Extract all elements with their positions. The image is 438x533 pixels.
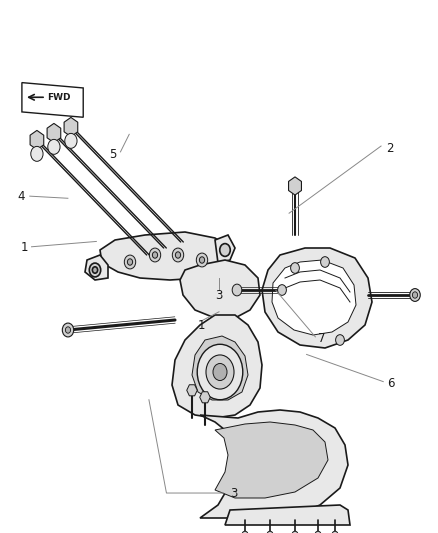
Polygon shape — [200, 392, 210, 403]
Polygon shape — [100, 232, 230, 280]
Polygon shape — [192, 336, 248, 400]
Polygon shape — [85, 255, 108, 280]
Text: 4: 4 — [17, 190, 25, 203]
Circle shape — [315, 531, 321, 533]
Circle shape — [197, 344, 243, 400]
Polygon shape — [225, 505, 350, 525]
Circle shape — [199, 257, 205, 263]
Text: 7: 7 — [318, 333, 326, 345]
Polygon shape — [200, 410, 348, 518]
Text: 3: 3 — [215, 289, 223, 302]
Text: 1: 1 — [198, 319, 205, 332]
Circle shape — [48, 140, 60, 155]
Circle shape — [332, 531, 338, 533]
Circle shape — [149, 248, 161, 262]
Circle shape — [242, 531, 248, 533]
Polygon shape — [262, 248, 372, 348]
Text: 2: 2 — [386, 142, 394, 155]
Circle shape — [65, 327, 71, 333]
Circle shape — [213, 364, 227, 381]
Text: FWD: FWD — [47, 93, 71, 102]
Text: 6: 6 — [387, 377, 395, 390]
Polygon shape — [187, 385, 197, 396]
Polygon shape — [22, 83, 83, 117]
Circle shape — [152, 252, 158, 258]
Text: 1: 1 — [20, 241, 28, 254]
Circle shape — [175, 252, 180, 258]
Polygon shape — [289, 177, 301, 195]
Circle shape — [220, 244, 230, 256]
Circle shape — [89, 263, 101, 277]
Circle shape — [92, 267, 98, 273]
Circle shape — [292, 531, 298, 533]
Text: 3: 3 — [231, 487, 238, 499]
Circle shape — [127, 259, 133, 265]
Circle shape — [412, 292, 417, 298]
Circle shape — [206, 355, 234, 389]
Polygon shape — [215, 422, 328, 498]
Circle shape — [267, 531, 273, 533]
Circle shape — [62, 323, 74, 337]
Circle shape — [31, 147, 43, 161]
Polygon shape — [64, 117, 78, 136]
Circle shape — [291, 263, 300, 273]
Polygon shape — [180, 260, 260, 318]
Polygon shape — [30, 131, 44, 150]
Text: 5: 5 — [110, 148, 117, 161]
Circle shape — [65, 133, 77, 148]
Polygon shape — [47, 124, 61, 143]
Circle shape — [232, 284, 242, 296]
Circle shape — [410, 288, 420, 301]
Circle shape — [172, 248, 184, 262]
Circle shape — [278, 285, 286, 295]
Circle shape — [321, 257, 329, 268]
Polygon shape — [272, 260, 356, 335]
Polygon shape — [215, 235, 235, 263]
Polygon shape — [172, 315, 262, 418]
Circle shape — [124, 255, 136, 269]
Circle shape — [196, 253, 208, 267]
Circle shape — [336, 335, 344, 345]
